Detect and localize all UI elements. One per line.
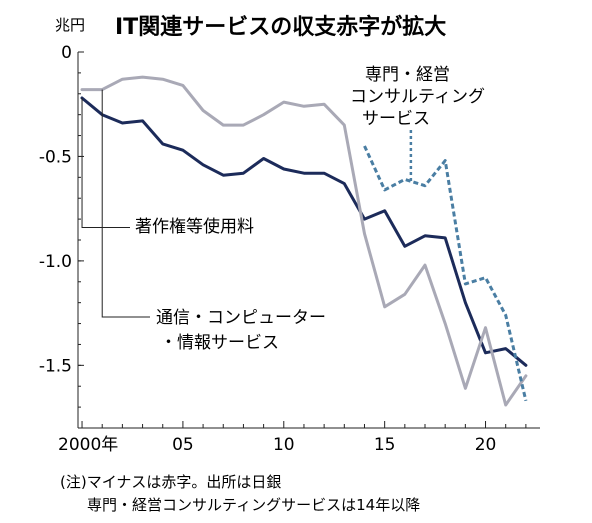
leader-line-1 — [81, 97, 130, 228]
x-tick-label: 20 — [475, 435, 497, 455]
series-label-3-line-3: サービス — [362, 109, 430, 129]
chart-title: IT関連サービスの収支赤字が拡大 — [115, 14, 446, 40]
unit-label: 兆円 — [55, 16, 85, 34]
y-tick-label: 0 — [61, 43, 72, 63]
x-tick-label: 15 — [374, 435, 396, 455]
leader-lines — [81, 89, 413, 318]
series-line-1 — [80, 96, 528, 367]
note-line-1: (注)マイナスは赤字。出所は日銀 — [60, 473, 281, 491]
leader-line-2 — [101, 89, 150, 318]
note-line-2: 専門・経営コンサルティングサービスは14年以降 — [87, 496, 420, 514]
axes: 0 -0.5 -1.0 -1.5 2000年 05 10 15 20 — [39, 43, 540, 455]
y-tick-label: -0.5 — [39, 147, 72, 167]
series-group — [80, 75, 528, 407]
series-label-3-line-1: 専門・経営 — [365, 65, 450, 85]
series-label-2-line-1: 通信・コンピューター — [156, 308, 326, 328]
series-label-1: 著作権等使用料 — [135, 216, 254, 237]
y-tick-label: -1.0 — [39, 252, 72, 272]
y-tick-label: -1.5 — [39, 356, 72, 376]
series-label-3-line-2: コンサルティング — [350, 87, 485, 107]
x-tick-label: 05 — [172, 435, 194, 455]
series-line-2 — [80, 75, 528, 407]
series-label-2-line-2: ・情報サービス — [160, 333, 279, 353]
series-line-3 — [363, 145, 528, 402]
x-tick-label: 2000年 — [58, 435, 118, 455]
x-tick-label: 10 — [273, 435, 295, 455]
